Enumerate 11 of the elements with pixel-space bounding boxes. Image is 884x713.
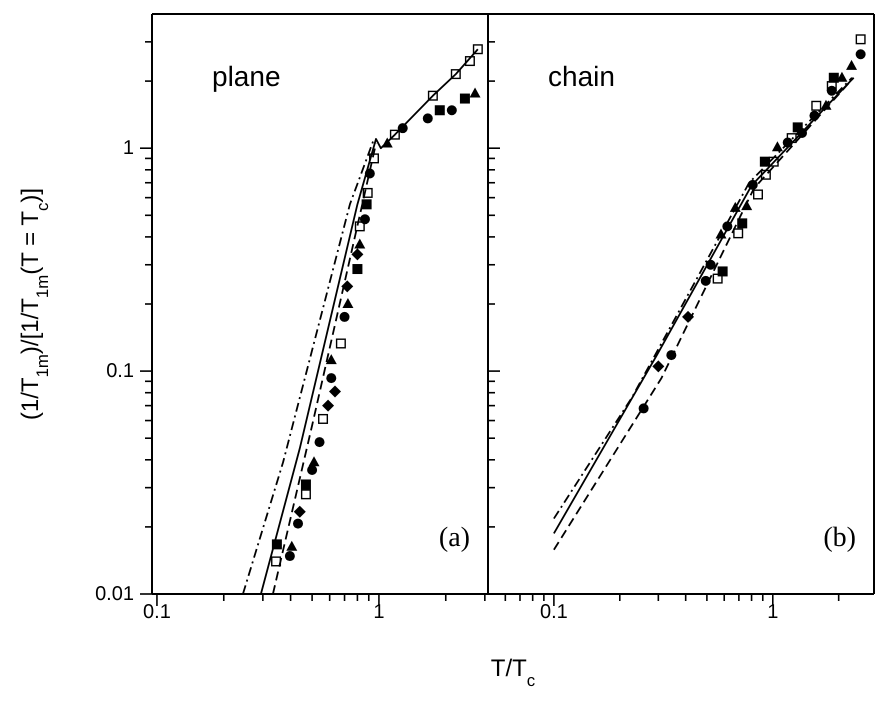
annotation: (b): [823, 522, 856, 553]
x-tick-label: 0.1: [540, 601, 568, 623]
annotation: chain: [548, 61, 615, 92]
annotation: plane: [212, 61, 281, 92]
annotation: (a): [438, 522, 470, 553]
y-tick-label: 0.1: [106, 360, 134, 382]
x-axis-title: T/T$_{c}$: [490, 655, 536, 690]
y-tick-label: 1: [122, 137, 134, 160]
x-tick-label: 0.1: [143, 601, 171, 623]
y-tick-label: 0.01: [95, 583, 134, 605]
x-tick-label: 1: [373, 601, 384, 623]
